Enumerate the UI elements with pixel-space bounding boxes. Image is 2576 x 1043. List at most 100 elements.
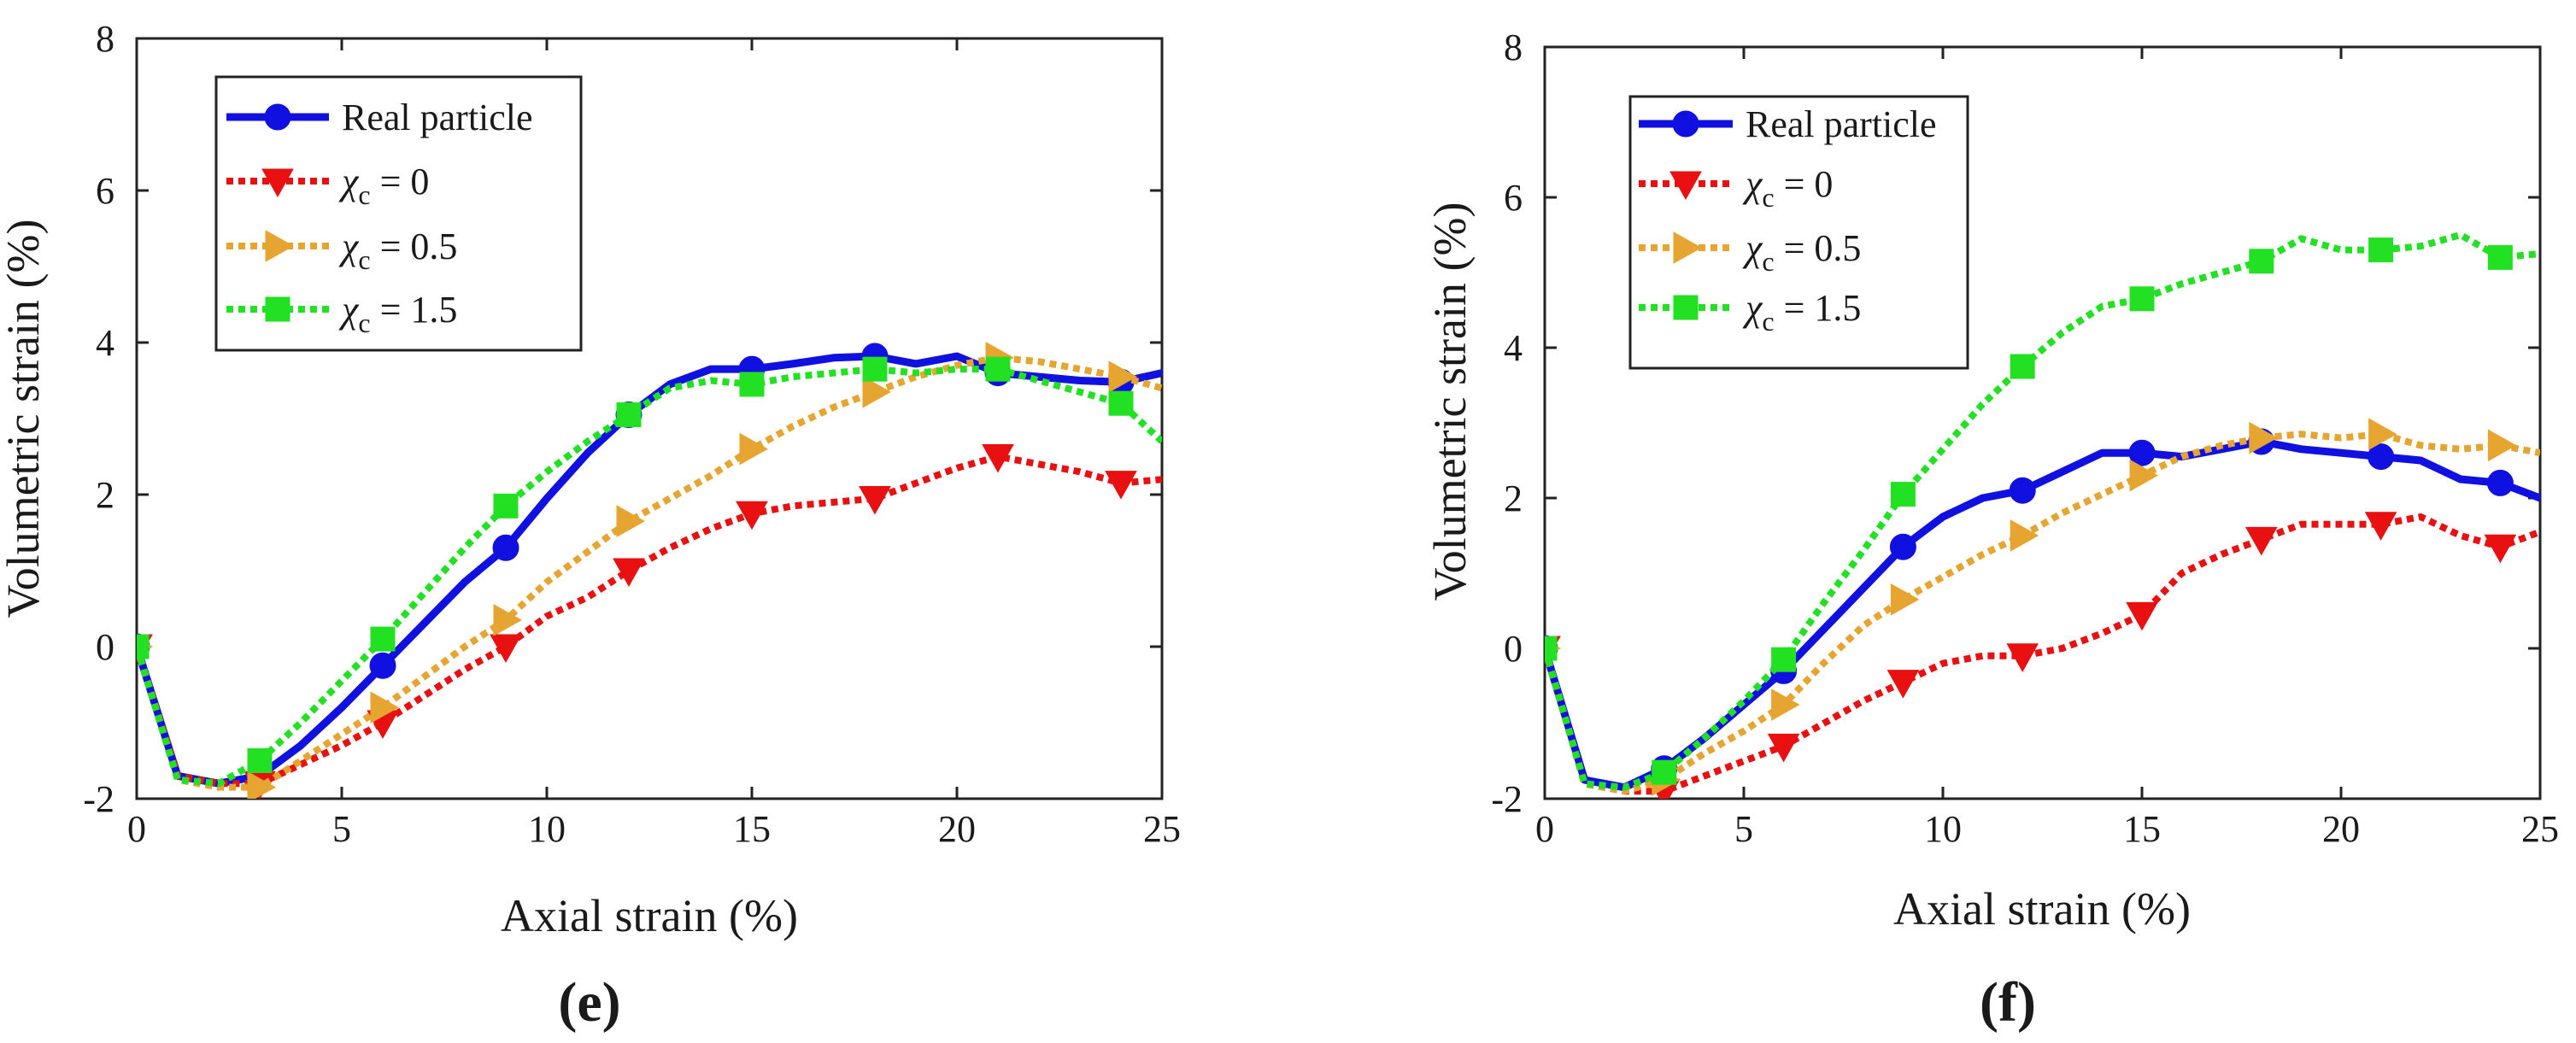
legend-marker-0 bbox=[264, 103, 291, 131]
data-point-2 bbox=[370, 691, 400, 724]
chart-panel-e: 0 5 10 15 20 25 -2 0 2 4 6 8 Axial strain (%) Volumet… bbox=[0, 18, 1181, 1034]
legend-marker-2 bbox=[265, 230, 295, 262]
data-point-2 bbox=[2368, 418, 2397, 451]
data-point-1 bbox=[1767, 733, 1800, 763]
data-point-2 bbox=[739, 432, 769, 466]
data-point-3 bbox=[370, 626, 396, 652]
data-point-1 bbox=[490, 634, 522, 664]
data-point-3 bbox=[1890, 482, 1916, 507]
data-point-0 bbox=[2368, 443, 2395, 471]
y-axis-label: Volumetric strain (%) bbox=[0, 220, 49, 618]
series-line-2 bbox=[1545, 431, 2540, 795]
panel-label: (e) bbox=[558, 971, 620, 1034]
data-point-1 bbox=[1887, 670, 1920, 699]
data-point-3 bbox=[739, 372, 765, 397]
plot-frame bbox=[1543, 45, 2542, 800]
data-point-3 bbox=[616, 402, 642, 428]
x-axis-label: Axial strain (%) bbox=[501, 890, 798, 941]
data-point-1 bbox=[982, 444, 1014, 473]
legend-box bbox=[1628, 95, 1969, 370]
data-point-2 bbox=[2487, 429, 2517, 462]
data-point-1 bbox=[2244, 526, 2278, 556]
y-tick-label: 4 bbox=[1504, 327, 1523, 369]
data-point-0 bbox=[369, 652, 396, 679]
series-group bbox=[137, 341, 1162, 799]
y-tick-label: 8 bbox=[1504, 26, 1523, 68]
legend-marker-2 bbox=[1673, 231, 1703, 264]
y-tick-label: -2 bbox=[83, 778, 114, 820]
data-point-2 bbox=[493, 603, 523, 636]
data-point-3 bbox=[862, 356, 888, 382]
data-point-1 bbox=[2484, 534, 2517, 564]
legend-label-2: χc = 0.5 bbox=[1742, 227, 1861, 277]
y-tick-label: 8 bbox=[96, 18, 114, 60]
data-point-1 bbox=[613, 558, 645, 588]
data-point-0 bbox=[1889, 533, 1916, 560]
legend-label-0: Real particle bbox=[1746, 103, 1937, 145]
data-point-3 bbox=[1652, 759, 1677, 785]
series-group bbox=[1545, 231, 2540, 799]
data-point-1 bbox=[1105, 471, 1137, 500]
legend-marker-1 bbox=[1669, 171, 1702, 201]
data-point-3 bbox=[493, 493, 519, 519]
x-tick-label: 25 bbox=[2521, 808, 2559, 850]
legend-marker-0 bbox=[1672, 110, 1699, 138]
panel-label: (f) bbox=[1980, 971, 2036, 1034]
y-tick-label: 0 bbox=[96, 626, 114, 668]
x-tick-label: 10 bbox=[528, 808, 566, 850]
series-line-2 bbox=[137, 354, 1162, 791]
data-point-3 bbox=[137, 634, 150, 659]
chart-panel-f: 0 5 10 15 20 25 -2 0 2 4 6 8 Axial strain (%) Volumet… bbox=[1424, 26, 2559, 1034]
series-line-0 bbox=[1545, 437, 2540, 792]
data-point-0 bbox=[2486, 469, 2514, 496]
data-point-2 bbox=[2249, 421, 2278, 454]
x-tick-label: 5 bbox=[332, 808, 351, 850]
x-tick-label: 0 bbox=[127, 808, 146, 850]
data-point-0 bbox=[2009, 477, 2036, 504]
y-tick-label: 4 bbox=[96, 322, 114, 364]
data-point-3 bbox=[2249, 249, 2274, 274]
x-tick-label: 5 bbox=[1734, 808, 1753, 850]
data-point-0 bbox=[2128, 439, 2156, 466]
legend-label-0: Real particle bbox=[342, 97, 533, 138]
data-point-3 bbox=[1108, 390, 1134, 416]
x-tick-label: 25 bbox=[1143, 808, 1181, 850]
data-point-2 bbox=[862, 375, 892, 408]
y-tick-label: 2 bbox=[1504, 478, 1523, 519]
x-tick-label: 15 bbox=[2123, 808, 2161, 850]
y-tick-label: 2 bbox=[96, 474, 114, 516]
x-axis-label: Axial strain (%) bbox=[1893, 883, 2191, 935]
x-tick-label: 20 bbox=[938, 808, 976, 850]
y-axis-label: Volumetric strain (%) bbox=[1424, 202, 1476, 601]
legend-marker-1 bbox=[261, 168, 294, 198]
data-point-2 bbox=[247, 771, 277, 799]
data-point-2 bbox=[616, 505, 646, 538]
series-line-0 bbox=[137, 352, 1162, 788]
y-tick-label: 6 bbox=[96, 170, 114, 212]
legend-marker-3 bbox=[265, 296, 290, 322]
data-point-2 bbox=[1890, 583, 1920, 616]
x-tick-label: 20 bbox=[2322, 808, 2360, 850]
data-point-1 bbox=[2364, 512, 2397, 541]
data-point-1 bbox=[736, 501, 768, 530]
x-tick-label: 15 bbox=[733, 808, 771, 850]
data-point-3 bbox=[2487, 244, 2513, 270]
series-line-3 bbox=[137, 366, 1162, 788]
data-point-3 bbox=[2368, 237, 2394, 263]
data-point-3 bbox=[985, 356, 1011, 382]
legend-label-3: χc = 1.5 bbox=[1742, 287, 1861, 337]
data-point-1 bbox=[2006, 643, 2039, 672]
legend-label-1: χc = 0 bbox=[1742, 163, 1833, 213]
data-point-1 bbox=[859, 485, 891, 515]
data-point-2 bbox=[1108, 360, 1138, 393]
y-tick-label: -2 bbox=[1491, 778, 1523, 820]
legend-label-3: χc = 1.5 bbox=[338, 289, 457, 338]
data-point-2 bbox=[1771, 688, 1800, 721]
plot-frame bbox=[135, 37, 1164, 800]
data-point-1 bbox=[2126, 601, 2158, 631]
data-point-3 bbox=[2129, 286, 2155, 312]
legend-marker-3 bbox=[1673, 295, 1699, 320]
data-point-0 bbox=[492, 534, 519, 561]
data-point-3 bbox=[1771, 647, 1797, 672]
